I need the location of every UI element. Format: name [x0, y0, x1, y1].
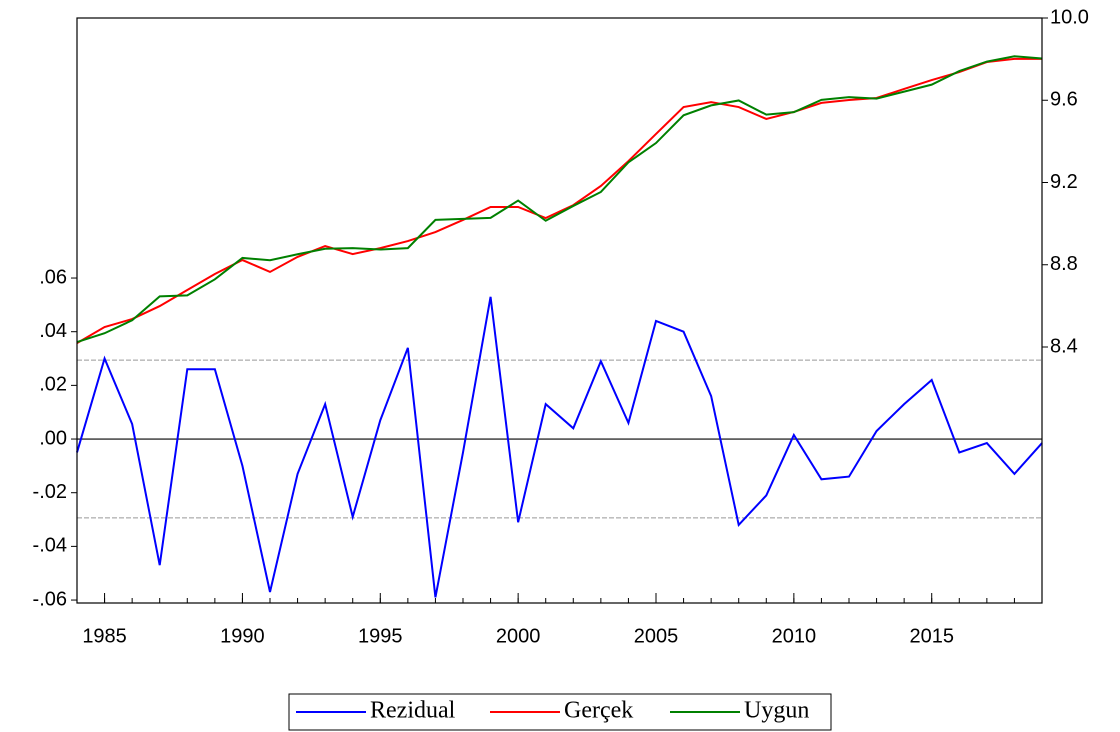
y2-tick-label: 9.6	[1050, 89, 1078, 111]
x-tick-label: 2000	[496, 625, 541, 647]
y-tick-label: .02	[39, 374, 67, 396]
y-tick-label: -.02	[33, 481, 67, 503]
series-line	[76, 57, 1042, 344]
y-tick-label: -.06	[33, 588, 67, 610]
x-tick-label: 1995	[358, 625, 403, 647]
y2-tick-label: 8.8	[1050, 253, 1078, 275]
x-tick-label: 2010	[772, 625, 817, 647]
legend-label: Rezidual	[370, 698, 456, 724]
y-tick-label: .04	[39, 320, 67, 342]
y2-tick-label: 9.2	[1050, 171, 1078, 193]
x-tick-label: 1990	[220, 625, 265, 647]
y-tick-label: -.04	[33, 535, 67, 557]
y-tick-label: .00	[39, 427, 67, 449]
series-line	[76, 55, 1043, 344]
x-tick-label: 2015	[909, 625, 954, 647]
legend-label: Uygun	[744, 698, 809, 724]
plot-frame	[76, 17, 1043, 604]
y-tick-label: .06	[39, 266, 67, 288]
y2-tick-label: 10.0	[1050, 6, 1089, 28]
x-tick-label: 2005	[634, 625, 679, 647]
series-line	[76, 296, 1043, 598]
x-tick-label: 1985	[82, 625, 127, 647]
y2-tick-label: 8.4	[1050, 335, 1078, 357]
legend-label: Gerçek	[564, 698, 633, 724]
